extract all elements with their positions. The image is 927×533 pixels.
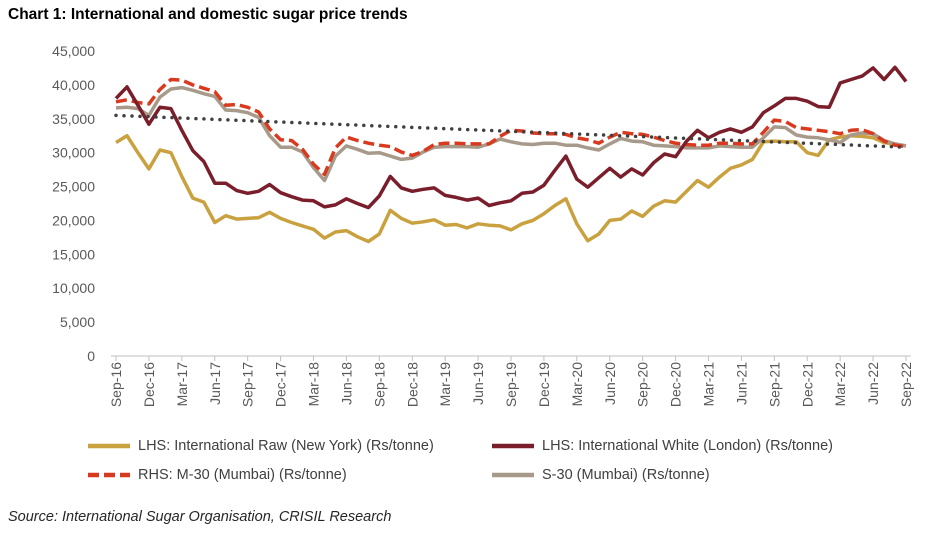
x-tick-label: Sep-17 [240, 362, 256, 407]
x-tick-label: Mar-17 [174, 362, 190, 407]
x-tick-label: Sep-19 [503, 362, 519, 407]
x-tick-label: Mar-21 [701, 362, 717, 407]
series-line-0 [115, 133, 907, 244]
x-tick-label: Sep-20 [635, 362, 651, 407]
x-tick-label: Mar-18 [306, 362, 322, 407]
legend-swatch-raw [88, 443, 130, 449]
x-tick-label: Dec-16 [141, 362, 157, 407]
x-tick-label: Mar-22 [832, 362, 848, 407]
y-tick-label: 25,000 [52, 179, 95, 195]
chart-title: Chart 1: International and domestic suga… [8, 6, 408, 23]
legend-item-m30: RHS: M-30 (Mumbai) (Rs/tonne) [88, 467, 347, 483]
legend-label: LHS: International White (London) (Rs/to… [542, 438, 833, 454]
series-lines [114, 65, 908, 244]
legend-item-s30: S-30 (Mumbai) (Rs/tonne) [492, 467, 710, 483]
legend-label: S-30 (Mumbai) (Rs/tonne) [542, 467, 710, 483]
x-tick-label: Jun-17 [207, 362, 223, 405]
legend-item-raw: LHS: International Raw (New York) (Rs/to… [88, 438, 434, 454]
y-tick-label: 10,000 [52, 280, 95, 296]
series-line-3 [115, 85, 907, 183]
legend-swatch-white [492, 443, 534, 449]
x-tick-label: Sep-18 [371, 362, 387, 407]
line-chart: 0 5,000 10,000 15,000 20,000 25,000 30,000 35,0… [52, 43, 914, 407]
x-tick-label: Dec-21 [799, 362, 815, 407]
y-tick-label: 0 [87, 348, 95, 364]
x-tick-label: Jun-18 [338, 362, 354, 405]
legend-swatch-m30 [88, 472, 130, 478]
x-tick-label: Dec-18 [404, 362, 420, 407]
y-tick-label: 35,000 [52, 111, 95, 127]
y-tick-label: 30,000 [52, 145, 95, 161]
y-tick-label: 20,000 [52, 212, 95, 228]
series-line-1 [114, 65, 908, 210]
x-tick-label: Jun-19 [470, 362, 486, 405]
x-tick-label: Dec-20 [668, 362, 684, 407]
y-tick-label: 40,000 [52, 77, 95, 93]
x-tick-label: Dec-19 [536, 362, 552, 407]
x-tick-label: Mar-19 [437, 362, 453, 407]
legend-label: LHS: International Raw (New York) (Rs/to… [138, 438, 434, 454]
legend-label: RHS: M-30 (Mumbai) (Rs/tonne) [138, 467, 347, 483]
source-note: Source: International Sugar Organisation… [8, 509, 392, 525]
legend-swatch-s30 [492, 472, 534, 478]
series-line-2 [115, 77, 907, 177]
x-tick-label: Sep-21 [766, 362, 782, 407]
y-tick-label: 45,000 [52, 43, 95, 59]
axes: 0 5,000 10,000 15,000 20,000 25,000 30,000 35,0… [52, 43, 914, 407]
x-tick-label: Mar-20 [569, 362, 585, 407]
x-tick-label: Sep-16 [108, 362, 124, 407]
y-tick-label: 15,000 [52, 246, 95, 262]
x-tick-label: Jun-22 [865, 362, 881, 405]
x-tick-label: Sep-22 [898, 362, 914, 407]
x-tick-label: Jun-20 [602, 362, 618, 405]
legend-item-white: LHS: International White (London) (Rs/to… [492, 438, 833, 454]
x-tick-label: Jun-21 [733, 362, 749, 405]
y-tick-label: 5,000 [60, 314, 95, 330]
x-tick-label: Dec-17 [273, 362, 289, 407]
